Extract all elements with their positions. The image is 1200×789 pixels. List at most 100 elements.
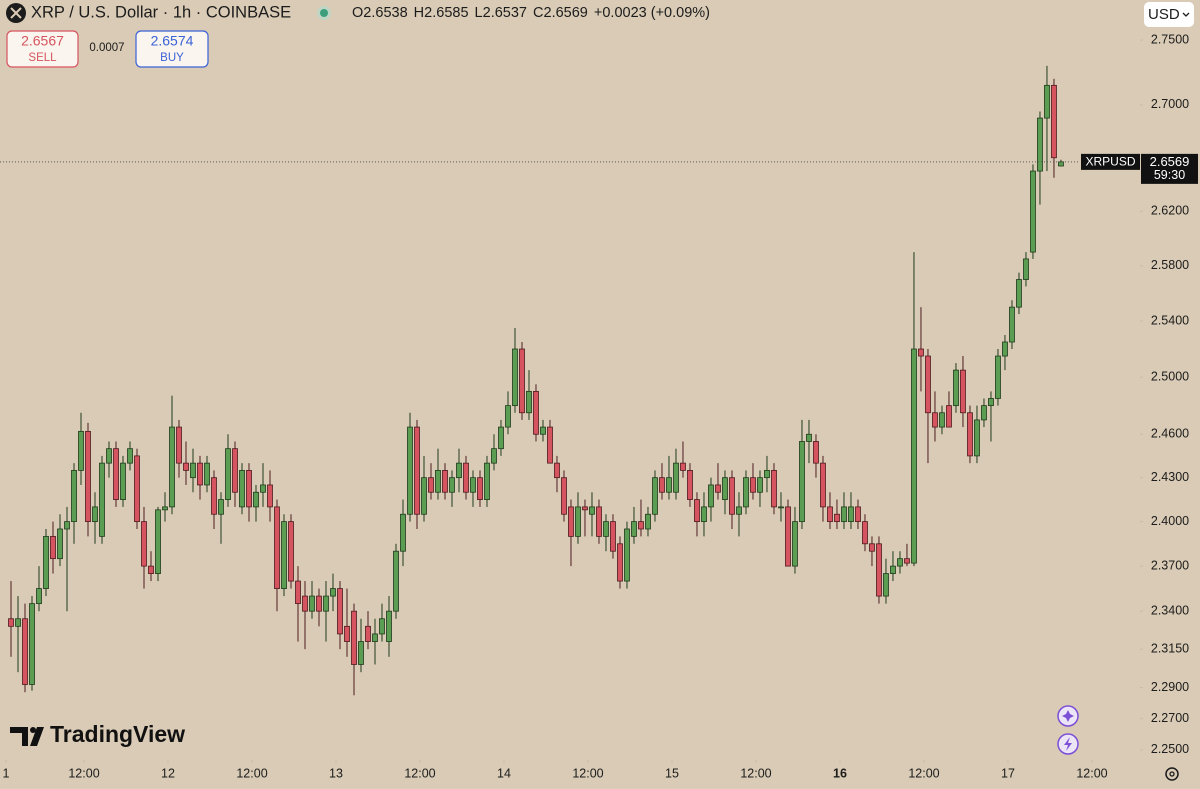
candle-body	[43, 535, 49, 589]
candle-body	[400, 513, 406, 552]
candle-body	[232, 448, 238, 493]
ohlc-label: H	[414, 5, 424, 21]
candle-body	[876, 543, 882, 597]
candle-body	[393, 550, 399, 612]
candle-body	[841, 506, 847, 523]
candle-body	[274, 506, 280, 589]
y-tick-label: 2.7500	[1151, 32, 1189, 46]
candle-body	[512, 348, 518, 407]
candle-body	[680, 462, 686, 471]
settings-icon[interactable]	[1165, 767, 1179, 781]
candle-body	[337, 588, 343, 635]
candle-body	[1051, 84, 1057, 159]
sell-button[interactable]	[6, 30, 79, 68]
y-tick-label: 2.3150	[1151, 641, 1189, 655]
y-tick-label: 2.3700	[1151, 558, 1189, 572]
y-tick-label: 2.6200	[1151, 204, 1189, 218]
y-tick-label: 2.2900	[1151, 680, 1189, 694]
candle-body	[407, 426, 413, 515]
x-tick-label: 12	[161, 766, 175, 780]
symbol-title[interactable]: XRP / U.S. Dollar · 1h · COINBASE	[31, 3, 291, 21]
sell-label: SELL	[28, 52, 57, 64]
candle-body	[78, 430, 84, 471]
candle-body	[701, 506, 707, 523]
candle-body	[743, 477, 749, 508]
candle-body	[589, 506, 595, 515]
last-price-countdown: 59:30	[1154, 168, 1185, 182]
candle-body	[1030, 170, 1036, 253]
candle-body	[218, 499, 224, 515]
candle-body	[169, 426, 175, 508]
currency-button[interactable]	[1144, 2, 1194, 27]
candle-body	[708, 484, 714, 508]
candle-body	[36, 588, 42, 605]
candle-body	[575, 506, 581, 537]
candle-body	[932, 412, 938, 428]
plot-area	[0, 65, 1080, 696]
sell-price: 2.6567	[21, 33, 64, 49]
buy-button[interactable]	[135, 30, 209, 68]
candle-body	[491, 448, 497, 464]
candle-body	[421, 477, 427, 515]
ohlc-legend: O2.6538 H2.6585 L2.6537 C2.6569 +0.0023 …	[352, 5, 710, 21]
candle-body	[1002, 341, 1008, 357]
y-tick-label: 2.4300	[1151, 470, 1189, 484]
candle-body	[148, 565, 154, 574]
candle-body	[505, 405, 511, 428]
brand-logo-dot	[30, 727, 36, 733]
candle-body	[295, 580, 301, 605]
ohlc-value: 2.6585	[424, 5, 468, 21]
candle-body	[379, 618, 385, 635]
candle-body	[519, 348, 525, 414]
candle-body	[624, 528, 630, 582]
candle-body	[323, 595, 329, 612]
candle-body	[442, 469, 448, 493]
candle-body	[890, 565, 896, 574]
candle-body	[71, 469, 77, 523]
candle-body	[925, 355, 931, 414]
candle-body	[813, 441, 819, 464]
candle-body	[533, 390, 539, 435]
candle-body	[967, 412, 973, 457]
candle-body	[99, 462, 105, 537]
x-tick-label: 14	[497, 766, 511, 780]
candle-body	[288, 521, 294, 582]
candle-body	[498, 426, 504, 450]
candle-body	[449, 477, 455, 493]
candle-body	[582, 506, 588, 511]
candle-body	[1016, 279, 1022, 308]
candle-body	[883, 573, 889, 597]
candle-body	[722, 477, 728, 500]
last-price-symbol: XRPUSD	[1085, 155, 1135, 169]
candle-body	[92, 506, 98, 523]
x-tick-label: 12:00	[572, 766, 603, 780]
flash-icon-bolt	[1064, 737, 1072, 751]
status-dot	[320, 9, 328, 17]
candle-body	[540, 426, 546, 435]
candle-body	[946, 405, 952, 428]
ohlc-label: L	[475, 5, 483, 21]
x-tick-label: 1	[3, 766, 10, 780]
candle-body	[365, 625, 371, 642]
candle-body	[659, 477, 665, 493]
candle-body	[414, 426, 420, 515]
candle-body	[57, 528, 63, 560]
candle-body	[477, 477, 483, 500]
x-tick-label: 15	[665, 766, 679, 780]
candle-body	[792, 521, 798, 567]
candle-body	[631, 521, 637, 537]
candle-body	[610, 521, 616, 552]
candle-body	[596, 506, 602, 537]
candle-body	[190, 462, 196, 479]
currency-chevron	[1182, 12, 1190, 17]
candle-body	[953, 369, 959, 407]
candle-body	[827, 506, 833, 523]
candle-body	[239, 469, 245, 508]
candle-body	[561, 477, 567, 515]
candle-body	[869, 543, 875, 552]
candle-body	[848, 506, 854, 523]
candle-body	[568, 506, 574, 537]
candle-body	[617, 543, 623, 582]
